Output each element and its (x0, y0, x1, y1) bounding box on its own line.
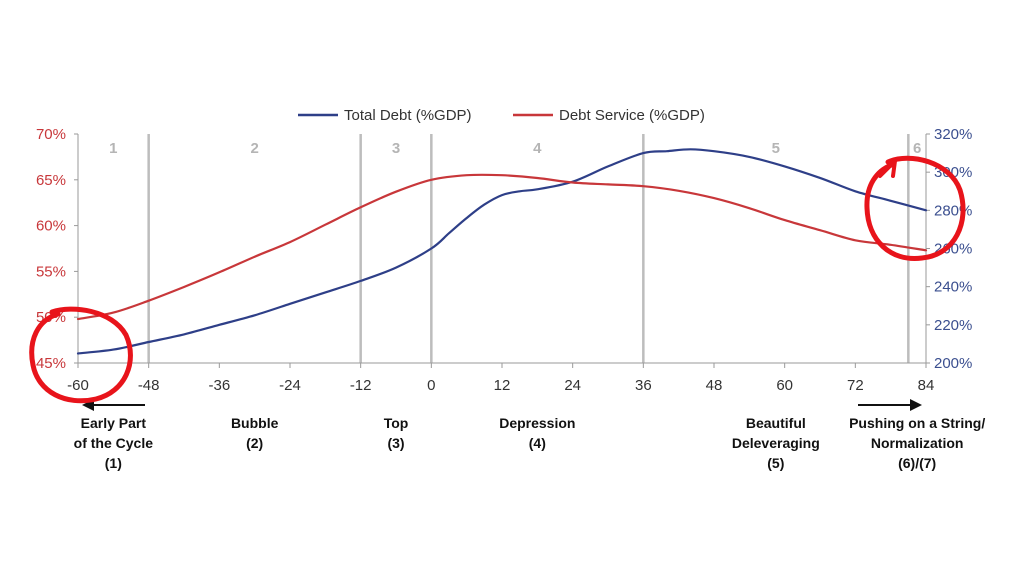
phase-label-line: Deleveraging (732, 435, 820, 451)
x-tick-label: -36 (208, 377, 230, 394)
phase-label-line: Top (384, 415, 409, 431)
phase-label-line: Beautiful (746, 415, 806, 431)
phase-number: 2 (250, 140, 258, 157)
annotation-circle-start (29, 306, 133, 404)
phase-label-line: Depression (499, 415, 575, 431)
right-tick-label: 280% (934, 202, 972, 219)
annotation-circle-end-tick (878, 159, 897, 178)
phase-number: 1 (109, 140, 117, 157)
x-tick-label: 60 (776, 377, 793, 394)
x-tick-label: -24 (279, 377, 301, 394)
x-tick-label: -60 (67, 377, 89, 394)
right-tick-label: 220% (934, 317, 972, 334)
right-arrow-head (910, 399, 922, 411)
phase-label-line: (3) (387, 435, 404, 451)
x-tick-label: -48 (138, 377, 160, 394)
total-debt-line (76, 148, 928, 355)
phase-number: 3 (392, 140, 400, 157)
right-tick-label: 320% (934, 126, 972, 143)
phase-label-line: of the Cycle (74, 435, 154, 451)
left-tick-label: 70% (36, 126, 66, 143)
phase-label-line: (4) (529, 435, 546, 451)
phase-number: 4 (533, 140, 542, 157)
phase-label-line: (2) (246, 435, 263, 451)
legend-label: Debt Service (%GDP) (559, 107, 705, 124)
x-tick-label: 48 (706, 377, 723, 394)
right-tick-label: 200% (934, 355, 972, 372)
x-tick-label: 84 (918, 377, 935, 394)
left-tick-label: 60% (36, 218, 66, 235)
phase-number: 6 (913, 140, 921, 157)
annotation-circle-end (864, 155, 966, 261)
left-tick-label: 55% (36, 263, 66, 280)
phase-label-line: (6)/(7) (898, 455, 936, 471)
phase-number: 5 (772, 140, 780, 157)
phase-label-line: Early Part (81, 415, 147, 431)
x-tick-label: 0 (427, 377, 435, 394)
x-tick-label: 36 (635, 377, 652, 394)
phase-label-line: (1) (105, 455, 122, 471)
right-tick-label: 240% (934, 279, 972, 296)
left-tick-label: 65% (36, 172, 66, 189)
x-tick-label: 12 (494, 377, 511, 394)
legend-label: Total Debt (%GDP) (344, 107, 472, 124)
x-tick-label: 24 (564, 377, 581, 394)
debt-service-line (76, 173, 928, 321)
left-tick-label: 45% (36, 355, 66, 372)
phase-label-line: Bubble (231, 415, 279, 431)
phase-label-line: Pushing on a String/ (849, 415, 985, 431)
phase-label-line: (5) (767, 455, 784, 471)
x-tick-label: -12 (350, 377, 372, 394)
phase-label-line: Normalization (871, 435, 964, 451)
x-tick-label: 72 (847, 377, 864, 394)
